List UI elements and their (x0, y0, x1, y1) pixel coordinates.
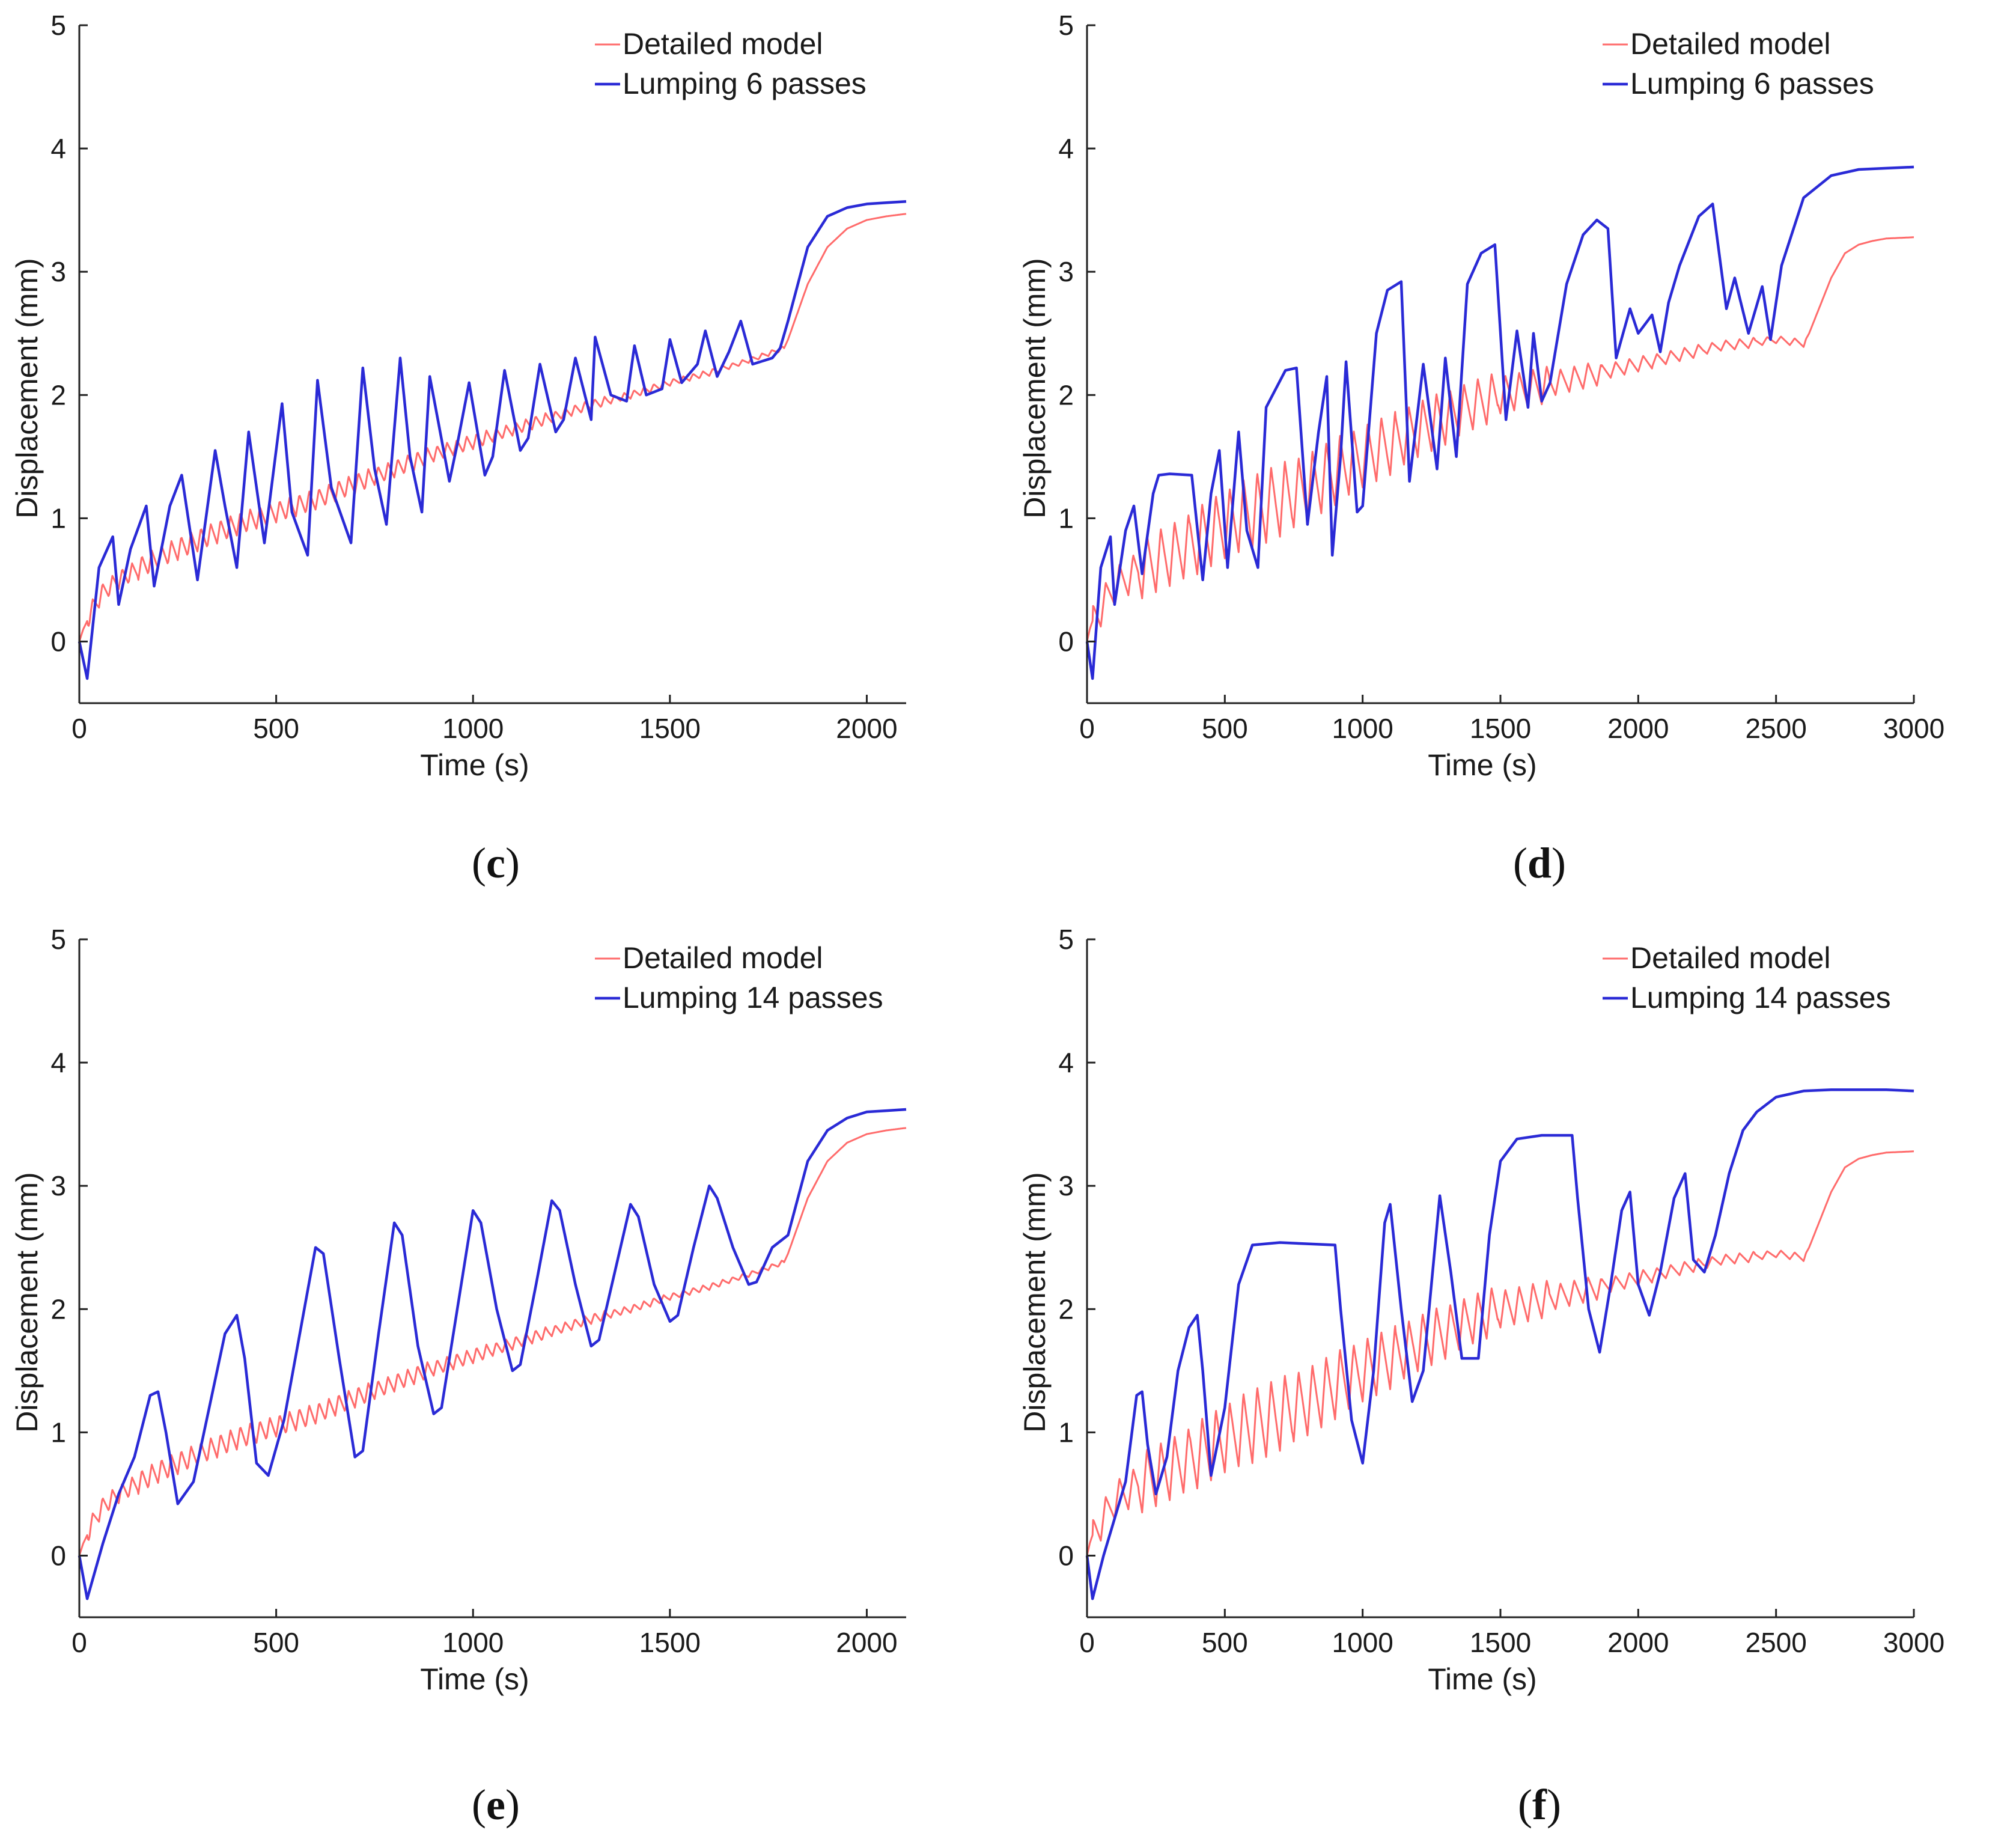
x-tick-label: 1000 (1332, 713, 1393, 744)
y-tick-label: 3 (50, 256, 66, 287)
x-tick-label: 1000 (1332, 1627, 1393, 1658)
y-tick-label: 5 (1058, 10, 1074, 41)
x-axis-label: Time (s) (420, 1662, 529, 1696)
y-tick-label: 1 (50, 502, 66, 534)
y-tick-label: 2 (50, 1293, 66, 1325)
series-line-detailed-model (1086, 236, 1914, 642)
x-tick-label: 1500 (1470, 713, 1531, 744)
y-tick-label: 5 (1058, 924, 1074, 955)
x-axis-label: Time (s) (1428, 1662, 1536, 1696)
x-tick-label: 2000 (836, 713, 897, 744)
chart-e: 0 500 1000 1500 2000 0 1 2 3 4 5 Time (s) Displaceme… (10, 924, 907, 1696)
y-tick-label: 2 (1058, 1293, 1074, 1325)
x-tick-label: 2000 (1607, 1627, 1669, 1658)
x-axis-label: Time (s) (1428, 748, 1536, 782)
x-tick-label: 500 (1202, 1627, 1248, 1658)
x-tick-label: 1000 (442, 1627, 504, 1658)
x-tick-label: 1500 (639, 713, 701, 744)
series-line-detailed-model (78, 213, 907, 642)
y-tick-label: 4 (1058, 1047, 1074, 1078)
y-tick-label: 3 (50, 1170, 66, 1201)
x-tick-label: 2000 (1607, 713, 1669, 744)
legend-label: Lumping 6 passes (623, 67, 866, 100)
series-line-detailed-model (78, 1127, 907, 1556)
x-tick-label: 0 (72, 1627, 87, 1658)
caption-f-text: (f) (1518, 1781, 1561, 1829)
x-tick-label: 2500 (1745, 1627, 1806, 1658)
chart-c: 0 500 1000 1500 2000 0 1 2 3 4 5 Time (s) Displaceme… (10, 10, 907, 782)
y-tick-label: 4 (50, 133, 66, 164)
y-tick-label: 2 (1058, 379, 1074, 410)
x-tick-label: 3000 (1883, 1627, 1944, 1658)
y-tick-label: 0 (1058, 626, 1074, 657)
legend-label: Detailed model (1630, 941, 1831, 975)
y-tick-label: 0 (50, 1540, 66, 1571)
y-tick-label: 5 (50, 924, 66, 955)
legend-label: Detailed model (623, 27, 823, 61)
x-tick-label: 2000 (836, 1627, 897, 1658)
legend-label: Lumping 6 passes (1630, 67, 1874, 100)
y-tick-label: 4 (50, 1047, 66, 1078)
series-line-lumping (78, 200, 907, 680)
x-tick-label: 1500 (1470, 1627, 1531, 1658)
x-tick-label: 2500 (1745, 713, 1806, 744)
x-tick-label: 1500 (639, 1627, 701, 1658)
x-tick-label: 1000 (442, 713, 504, 744)
series-line-lumping (1085, 1088, 1914, 1600)
legend-label: Lumping 14 passes (623, 981, 883, 1014)
legend-label: Detailed model (623, 941, 823, 975)
caption-c: (c) (406, 838, 586, 888)
y-axis-label: Displacement (mm) (1018, 1172, 1052, 1432)
legend-label: Lumping 14 passes (1630, 981, 1891, 1014)
y-tick-label: 0 (1058, 1540, 1074, 1571)
x-tick-label: 500 (253, 713, 299, 744)
y-tick-label: 3 (1058, 256, 1074, 287)
caption-d: (d) (1449, 838, 1630, 888)
series-line-detailed-model (1086, 1150, 1914, 1556)
caption-e-text: (e) (472, 1781, 520, 1829)
chart-panel-f: 0 500 1000 1500 2000 2500 3000 0 1 2 3 4 5 Time (s) Di… (1008, 914, 2015, 1828)
series-line-lumping (1085, 165, 1914, 680)
y-axis-label: Displacement (mm) (10, 258, 44, 518)
y-axis-label: Displacement (mm) (1018, 258, 1052, 518)
y-axis-label: Displacement (mm) (10, 1172, 44, 1432)
y-tick-label: 1 (50, 1417, 66, 1448)
y-tick-label: 1 (1058, 502, 1074, 534)
caption-c-text: (c) (472, 839, 520, 887)
x-axis-label: Time (s) (420, 748, 529, 782)
y-tick-label: 5 (50, 10, 66, 41)
chart-panel-e: 0 500 1000 1500 2000 0 1 2 3 4 5 Time (s) Displaceme… (0, 914, 1008, 1828)
y-tick-label: 1 (1058, 1417, 1074, 1448)
x-tick-label: 0 (1079, 1627, 1095, 1658)
chart-panel-d: 0 500 1000 1500 2000 2500 3000 0 1 2 3 4 5 Time (s) Di… (1008, 0, 2015, 914)
caption-d-text: (d) (1512, 839, 1566, 887)
chart-f: 0 500 1000 1500 2000 2500 3000 0 1 2 3 4 5 Time (s) Di… (1018, 924, 1944, 1696)
y-tick-label: 4 (1058, 133, 1074, 164)
y-tick-label: 2 (50, 379, 66, 410)
chart-d: 0 500 1000 1500 2000 2500 3000 0 1 2 3 4 5 Time (s) Di… (1018, 10, 1944, 782)
series-line-lumping (78, 1108, 907, 1600)
y-tick-label: 3 (1058, 1170, 1074, 1201)
caption-f: (f) (1449, 1780, 1630, 1830)
x-tick-label: 0 (1079, 713, 1095, 744)
y-tick-label: 0 (50, 626, 66, 657)
x-tick-label: 500 (1202, 713, 1248, 744)
legend-label: Detailed model (1630, 27, 1831, 61)
chart-panel-c: 0 500 1000 1500 2000 0 1 2 3 4 5 Time (s) Displaceme… (0, 0, 1008, 914)
x-tick-label: 3000 (1883, 713, 1944, 744)
caption-e: (e) (406, 1780, 586, 1830)
x-tick-label: 0 (72, 713, 87, 744)
x-tick-label: 500 (253, 1627, 299, 1658)
